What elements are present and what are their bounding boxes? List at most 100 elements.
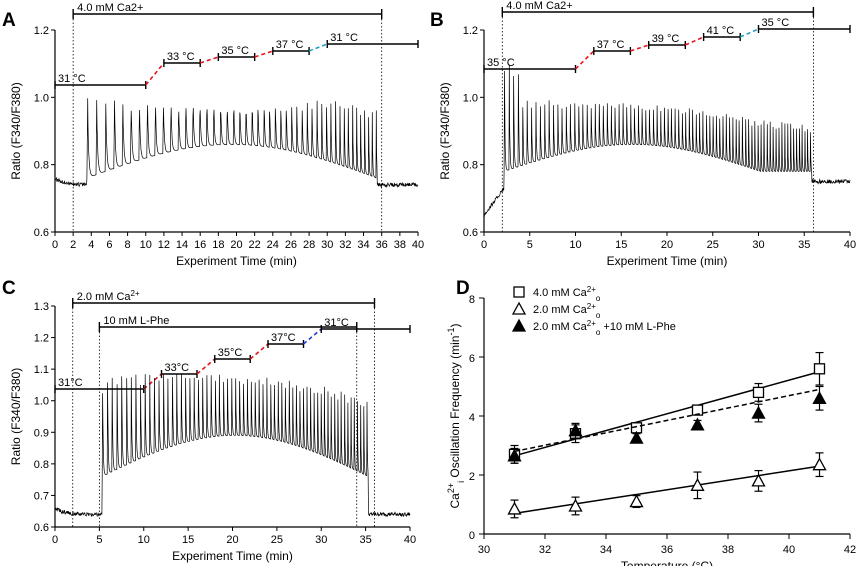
temp-label-A-1: 33 °C <box>167 51 195 63</box>
x-tick-label-A-7: 14 <box>176 239 188 251</box>
x-tick-label-B-8: 40 <box>844 239 856 251</box>
data-point-1-4 <box>751 473 766 487</box>
panel-letter-c: C <box>2 278 16 299</box>
y-tick-label-D-0: 0 <box>469 530 475 542</box>
panel-c: 0 5 10 15 20 25 30 35 40 0.6 0.7 0.8 0.9 1.0 1.1 1.2 1.3… <box>9 289 416 564</box>
panel-b: 0 5 10 15 20 25 30 35 40 0.6 0.8 1.0 1.2 Experiment T… <box>438 0 856 268</box>
y-axis-title-D-close: ) <box>448 323 462 327</box>
x-axis-title-C: Experiment Time (min) <box>172 549 293 563</box>
temp-label-C-4: 31°C <box>324 317 349 329</box>
x-tick-label-C-7: 35 <box>360 534 372 546</box>
y-tick-label-B-3: 1.2 <box>463 25 478 37</box>
y-axis-title-C: Ratio (F340/F380) <box>9 368 23 465</box>
x-tick-label-B-1: 5 <box>527 239 533 251</box>
temp-ramp-B-1 <box>630 44 649 52</box>
y-axis-title-D: Ca2+i Oscillation Frequency (min-1) <box>446 323 466 508</box>
y-tick-label-C-4: 1.0 <box>34 396 49 408</box>
temp-ramp-A-3 <box>308 43 328 52</box>
temp-ramp-A-2 <box>254 50 274 58</box>
data-point-2-5 <box>812 390 827 404</box>
y-axis-title-A: Ratio (F340/F380) <box>9 82 23 179</box>
legend-sup-2: 2+ <box>587 319 596 328</box>
temp-label-B-1: 37 °C <box>597 39 625 51</box>
legend-sup-1: 2+ <box>587 302 596 311</box>
data-point-2-2 <box>629 430 644 444</box>
y-tick-label-D-4: 8 <box>469 294 475 306</box>
fit-line-0 <box>514 371 820 457</box>
y-tick-label-A-3: 1.2 <box>34 25 49 37</box>
x-tick-label-C-0: 0 <box>52 534 58 546</box>
temp-ramp-A-0 <box>145 62 165 86</box>
temp-label-A-3: 37 °C <box>276 39 304 51</box>
temp-label-B-4: 35 °C <box>762 17 790 29</box>
x-tick-label-A-13: 26 <box>285 239 297 251</box>
y-tick-label-A-1: 0.8 <box>34 160 49 172</box>
x-tick-label-B-4: 20 <box>661 239 673 251</box>
x-tick-label-A-14: 28 <box>303 239 315 251</box>
x-tick-label-A-2: 4 <box>88 239 94 251</box>
panel-a: 0 2 4 6 8 10 12 14 16 18 20 22 24 26 28 30 32 34 36 38 400.6… <box>9 2 424 268</box>
legend-sup-0: 2+ <box>587 285 596 294</box>
temp-label-A-4: 31 °C <box>330 32 358 44</box>
x-tick-label-A-16: 32 <box>339 239 351 251</box>
y-axis-title-B: Ratio (F340/F380) <box>438 82 452 179</box>
solution-label-sup-C-0: 2+ <box>131 289 140 298</box>
x-tick-label-C-1: 5 <box>96 534 102 546</box>
legend-label-1: 2.0 mM Ca2+o <box>533 302 601 320</box>
x-tick-label-B-7: 35 <box>798 239 810 251</box>
legend-marker-1 <box>511 301 527 315</box>
temp-label-B-0: 35 °C <box>487 57 515 69</box>
y-tick-label-D-3: 6 <box>469 353 475 365</box>
x-tick-label-C-4: 20 <box>226 534 238 546</box>
y-tick-label-D-1: 2 <box>469 471 475 483</box>
temp-label-C-0: 31°C <box>58 377 83 389</box>
x-tick-label-A-9: 18 <box>212 239 224 251</box>
temp-ramp-B-2 <box>684 36 704 46</box>
y-tick-label-A-2: 1.0 <box>34 92 49 104</box>
x-tick-label-B-0: 0 <box>481 239 487 251</box>
x-tick-label-A-11: 22 <box>249 239 261 251</box>
y-tick-label-C-3: 0.9 <box>34 427 49 439</box>
data-point-2-4 <box>751 405 766 419</box>
y-axis-title-D-unit-sup: -1 <box>446 327 456 335</box>
legend-name-0: 4.0 mM Ca <box>533 287 588 299</box>
x-tick-label-C-3: 15 <box>182 534 194 546</box>
fit-line-2 <box>514 388 820 453</box>
legend-name-1: 2.0 mM Ca <box>533 304 588 316</box>
y-axis-title-D-rest: Oscillation Frequency (min <box>448 336 462 481</box>
x-tick-label-D-2: 34 <box>600 544 612 556</box>
panel-letter-a: A <box>2 10 16 31</box>
temp-ramp-A-1 <box>199 56 219 64</box>
temp-ramp-C-1 <box>196 358 216 375</box>
x-tick-label-A-18: 36 <box>376 239 388 251</box>
panel-letter-b: B <box>430 10 444 31</box>
legend-suffix-2: +10 mM L-Phe <box>600 321 676 333</box>
x-tick-label-A-10: 20 <box>230 239 242 251</box>
y-tick-label-C-0: 0.6 <box>34 522 49 534</box>
legend-marker-0 <box>513 286 525 298</box>
y-tick-label-C-2: 0.8 <box>34 459 49 471</box>
data-point-2-0 <box>507 448 522 462</box>
legend-sub-2: o <box>596 328 601 337</box>
temp-label-C-2: 35°C <box>218 347 243 359</box>
y-tick-label-C-5: 1.1 <box>34 364 49 376</box>
x-tick-label-A-0: 0 <box>52 239 58 251</box>
temp-label-C-3: 37°C <box>271 332 296 344</box>
x-tick-label-B-6: 30 <box>752 239 764 251</box>
calcium-trace-A <box>54 98 419 189</box>
temp-label-B-3: 41 °C <box>707 25 735 37</box>
y-tick-label-D-2: 4 <box>469 412 475 424</box>
y-tick-label-C-7: 1.3 <box>34 301 49 313</box>
y-axis-title-D-sup: 2+ <box>446 483 456 493</box>
calcium-trace-C <box>54 373 411 518</box>
x-tick-label-B-3: 15 <box>615 239 627 251</box>
x-tick-label-D-1: 32 <box>539 544 551 556</box>
x-tick-label-D-3: 36 <box>661 544 673 556</box>
x-tick-label-C-2: 10 <box>138 534 150 546</box>
data-point-2-1 <box>568 423 583 437</box>
data-point-0-5 <box>813 363 826 375</box>
data-point-1-0 <box>507 501 522 515</box>
temp-ramp-B-3 <box>739 28 759 38</box>
y-tick-label-B-1: 0.8 <box>463 160 478 172</box>
